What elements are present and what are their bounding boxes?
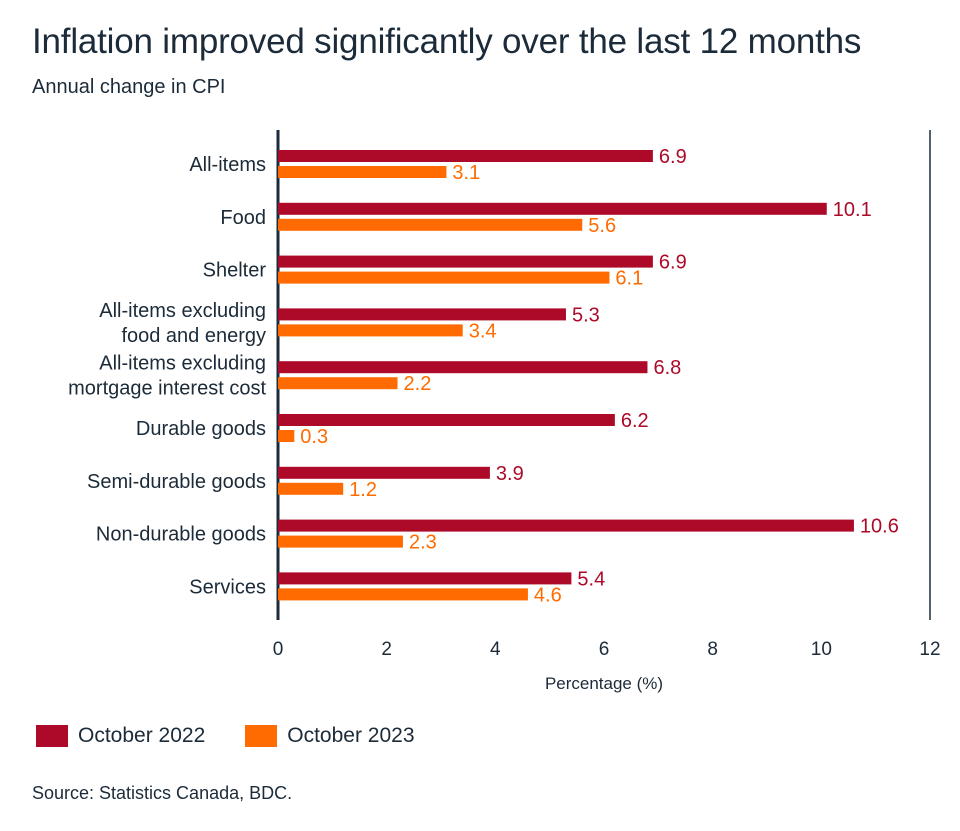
- bar-october-2022: [278, 361, 648, 374]
- data-label-october-2023: 2.2: [404, 373, 432, 395]
- bar-october-2023: [278, 588, 528, 601]
- bar-october-2022: [278, 572, 572, 585]
- data-label-october-2023: 1.2: [349, 479, 377, 501]
- bar-chart: 0 2 4 6 8 10 12 Percentage (%) All-items 6.9 3.1 Fo…: [68, 130, 941, 693]
- data-label-october-2022: 10.1: [833, 199, 872, 221]
- legend-item-october-2023: October 2023: [245, 724, 415, 748]
- x-axis-label: Percentage (%): [545, 674, 663, 693]
- bar-october-2022: [278, 519, 854, 532]
- category-label: mortgage interest cost: [68, 378, 266, 400]
- category-label: Food: [220, 207, 266, 229]
- data-label-october-2022: 3.9: [496, 463, 524, 485]
- data-label-october-2023: 3.4: [469, 320, 497, 342]
- data-label-october-2023: 5.6: [588, 215, 616, 237]
- legend-item-october-2022: October 2022: [36, 724, 205, 748]
- bar-october-2022: [278, 202, 827, 215]
- category-label: All-items: [189, 154, 266, 176]
- chart-title: Inflation improved significantly over th…: [32, 22, 862, 61]
- data-label-october-2022: 5.4: [577, 568, 605, 590]
- data-label-october-2023: 6.1: [615, 268, 643, 290]
- data-label-october-2022: 6.9: [659, 146, 687, 168]
- data-label-october-2022: 10.6: [860, 516, 899, 538]
- bar-october-2023: [278, 377, 398, 390]
- data-label-october-2022: 6.8: [653, 357, 681, 379]
- bar-october-2023: [278, 482, 344, 495]
- bar-october-2023: [278, 324, 463, 337]
- chart-legend: October 2022 October 2023: [36, 724, 455, 748]
- category-label: food and energy: [121, 325, 266, 347]
- bar-october-2022: [278, 308, 566, 321]
- category-label: All-items excluding: [99, 300, 266, 322]
- bar-october-2023: [278, 430, 295, 442]
- chart-subtitle: Annual change in CPI: [32, 76, 226, 98]
- bar-october-2022: [278, 466, 490, 479]
- bar-october-2023: [278, 218, 583, 231]
- category-label: Services: [189, 576, 266, 598]
- data-label-october-2023: 3.1: [452, 162, 480, 184]
- category-label: Semi-durable goods: [87, 471, 266, 493]
- data-label-october-2022: 6.2: [621, 410, 649, 432]
- legend-swatch-october-2023: [245, 725, 278, 747]
- x-tick-label: 12: [919, 639, 940, 660]
- category-label: Non-durable goods: [96, 524, 266, 546]
- bar-october-2023: [278, 535, 403, 548]
- data-label-october-2022: 6.9: [659, 252, 687, 274]
- bar-october-2023: [278, 166, 447, 178]
- x-tick-label: 6: [599, 639, 610, 660]
- category-label: Durable goods: [136, 418, 266, 440]
- legend-label-october-2023: October 2023: [287, 724, 415, 747]
- x-tick-label: 4: [490, 639, 501, 660]
- x-tick-label: 8: [707, 639, 718, 660]
- data-label-october-2023: 0.3: [300, 426, 328, 448]
- x-tick-label: 2: [381, 639, 392, 660]
- x-tick-label: 10: [811, 639, 832, 660]
- bar-october-2022: [278, 414, 615, 426]
- legend-swatch-october-2022: [36, 725, 68, 747]
- data-label-october-2023: 2.3: [409, 532, 437, 554]
- x-tick-label: 0: [273, 639, 284, 660]
- data-label-october-2023: 4.6: [534, 584, 562, 606]
- data-label-october-2022: 5.3: [572, 304, 600, 326]
- category-label: All-items excluding: [99, 353, 266, 375]
- bar-october-2022: [278, 150, 653, 162]
- legend-label-october-2022: October 2022: [78, 724, 206, 747]
- source-note: Source: Statistics Canada, BDC.: [32, 783, 293, 803]
- category-label: Shelter: [203, 260, 267, 282]
- bar-october-2023: [278, 271, 610, 284]
- bar-october-2022: [278, 255, 653, 268]
